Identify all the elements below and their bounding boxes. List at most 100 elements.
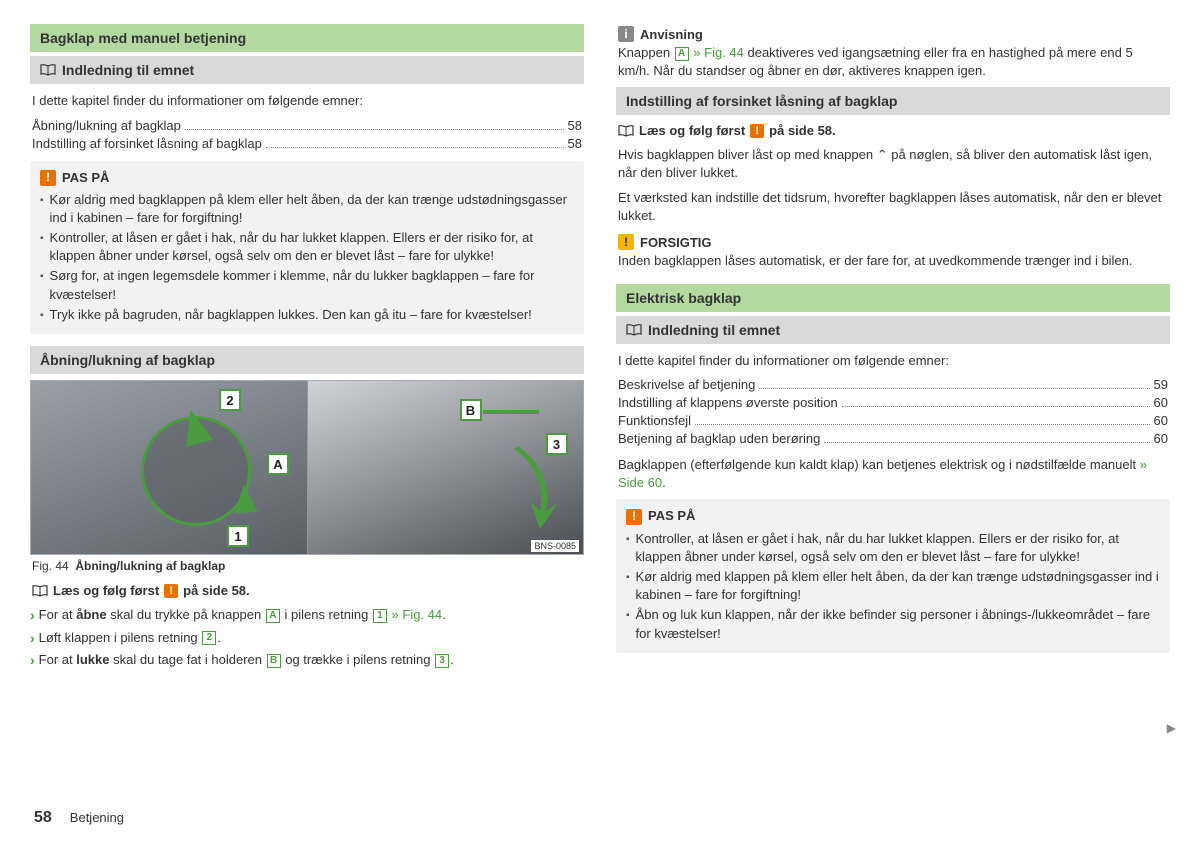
toc-page: 58 [568,136,582,151]
left-column: Bagklap med manuel betjening Indledning … [30,24,584,674]
list-item: Kontroller, at låsen er gået i hak, når … [626,530,1160,566]
toc-page: 60 [1154,431,1168,446]
toc-row: Indstilling af forsinket låsning af bagk… [32,136,582,151]
heading-sub-intro-2: Indledning til emnet [616,316,1170,344]
figure-left-panel: 2 A 1 [31,381,308,554]
book-icon [40,64,56,76]
toc-page: 60 [1154,413,1168,428]
fig-label-1: 1 [227,525,249,547]
read-first-text-1: Læs og følg først [639,123,745,138]
list-item: Kør aldrig med klappen på klem eller hel… [626,568,1160,604]
warning-box-1: ! PAS PÅ Kør aldrig med bagklappen på kl… [30,161,584,335]
list-item: Kontroller, at låsen er gået i hak, når … [40,229,574,265]
toc-1: Åbning/lukning af bagklap 58 Indstilling… [32,118,582,151]
heading-sub-intro: Indledning til emnet [30,56,584,84]
list-item: Tryk ikke på bagruden, når bagklappen lu… [40,306,574,324]
page-number: 58 [34,809,52,827]
warning-title: ! PAS PÅ [626,507,1160,525]
toc-label: Beskrivelse af betjening [618,377,755,392]
list-item: Sørg for, at ingen legemsdele kommer i k… [40,267,574,303]
para: Et værksted kan indstille det tidsrum, h… [618,189,1168,224]
figure-number: Fig. 44 [32,559,69,573]
warning-title: ! PAS PÅ [40,169,574,187]
warning-icon: ! [626,509,642,525]
warning-icon: ! [164,584,178,598]
read-first-text-1: Læs og følg først [53,583,159,598]
arrow-line [483,410,539,414]
toc-page: 58 [568,118,582,133]
arrow-up-icon [233,484,258,514]
toc-row: Indstilling af klappens øverste position… [618,395,1168,410]
toc-label: Funktionsfejl [618,413,691,428]
list-item: Åbn og luk kun klappen, når der ikke bef… [626,606,1160,642]
arrow-down-icon [508,441,568,531]
figure-right-panel: B 3 BNS-0085 [308,381,584,554]
list-item: Kør aldrig med bagklappen på klem eller … [40,191,574,227]
toc-label: Indstilling af klappens øverste position [618,395,838,410]
info-title: i Anvisning [618,26,1168,42]
warning-title-text: PAS PÅ [62,169,109,187]
fig-label-2: 2 [219,389,241,411]
intro-para-2: I dette kapitel finder du informationer … [618,352,1168,370]
heading-electric: Elektrisk bagklap [616,284,1170,312]
right-column: i Anvisning Knappen A » Fig. 44 deaktive… [616,24,1170,674]
heading-sub-text: Indledning til emnet [648,322,780,338]
page-columns: Bagklap med manuel betjening Indledning … [30,24,1170,674]
ref-box-b: B [267,654,281,668]
toc-2: Beskrivelse af betjening 59 Indstilling a… [618,377,1168,446]
figure-caption: Fig. 44 Åbning/lukning af bagklap [32,559,582,573]
fig-ref-link: » Fig. 44 [388,607,442,622]
step-item: For at åbne skal du trykke på knappen A … [30,606,584,626]
heading-sub-text: Indledning til emnet [62,62,194,78]
figure-44: 2 A 1 B 3 BNS-0085 Fig. 44 [30,380,584,573]
intro-para: I dette kapitel finder du informationer … [32,92,582,110]
toc-label: Åbning/lukning af bagklap [32,118,181,133]
book-icon [626,324,642,336]
figure-image: 2 A 1 B 3 BNS-0085 [30,380,584,555]
figure-caption-text: Åbning/lukning af bagklap [75,559,225,573]
info-icon: i [618,26,634,42]
read-first-note: Læs og følg først ! på side 58. [32,583,582,598]
info-title-text: Anvisning [640,27,703,42]
book-icon [618,125,634,137]
heading-delay-lock: Indstilling af forsinket låsning af bagk… [616,87,1170,115]
toc-row: Åbning/lukning af bagklap 58 [32,118,582,133]
read-first-note: Læs og følg først ! på side 58. [618,123,1168,138]
read-first-text-2: på side 58. [769,123,835,138]
heading-opening: Åbning/lukning af bagklap [30,346,584,374]
page-footer: 58 Betjening [34,809,124,827]
caution-title: ! FORSIGTIG [618,234,1168,250]
continue-arrow-icon: ▶ [1167,721,1176,735]
ref-box-a: A [266,609,280,623]
toc-page: 60 [1154,395,1168,410]
caution-title-text: FORSIGTIG [640,235,712,250]
step-item: For at lukke skal du tage fat i holderen… [30,651,584,671]
caution-icon: ! [618,234,634,250]
para: Bagklappen (efterfølgende kun kaldt klap… [618,456,1168,491]
fig-label-a: A [267,453,289,475]
ref-box-1: 1 [373,609,387,623]
toc-row: Beskrivelse af betjening 59 [618,377,1168,392]
warning-title-text: PAS PÅ [648,507,695,525]
ref-box-2: 2 [202,631,216,645]
ref-box-a: A [675,47,689,61]
para: Hvis bagklappen bliver låst op med knapp… [618,146,1168,181]
fig-ref-link: » Fig. 44 [690,45,744,60]
info-text: Knappen A » Fig. 44 deaktiveres ved igan… [618,44,1168,79]
toc-dots [185,129,564,130]
toc-label: Betjening af bagklap uden berøring [618,431,820,446]
toc-page: 59 [1154,377,1168,392]
toc-label: Indstilling af forsinket låsning af bagk… [32,136,262,151]
toc-dots [266,147,564,148]
fig-label-b: B [460,399,482,421]
warning-icon: ! [40,170,56,186]
warning-box-2: ! PAS PÅ Kontroller, at låsen er gået i … [616,499,1170,652]
warning-icon: ! [750,124,764,138]
step-item: Løft klappen i pilens retning 2. [30,629,584,649]
read-first-text-2: på side 58. [183,583,249,598]
heading-main: Bagklap med manuel betjening [30,24,584,52]
page-section-name: Betjening [70,810,124,825]
caution-text: Inden bagklappen låses automatisk, er de… [618,252,1168,270]
figure-code: BNS-0085 [531,540,579,552]
toc-row: Funktionsfejl 60 [618,413,1168,428]
